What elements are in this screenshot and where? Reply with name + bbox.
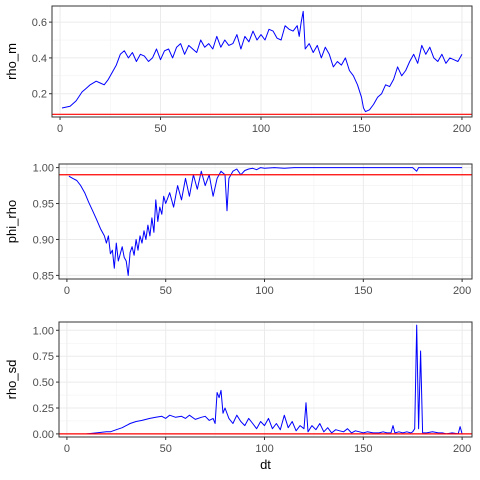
y-tick-label: 0.90: [33, 234, 54, 246]
y-tick-label: 0.25: [33, 403, 54, 415]
y-tick-label: 0.75: [33, 351, 54, 363]
x-tick-label: 100: [252, 123, 270, 135]
x-tick-label: 50: [160, 443, 172, 455]
x-tick-label: 0: [57, 123, 63, 135]
x-tick-label: 50: [160, 285, 172, 297]
x-tick-label: 50: [154, 123, 166, 135]
panel-phi_rho: 0.85 0.90 0.95 1.00 0 50 100 150 200 phi_rho: [4, 163, 473, 297]
y-axis-title: rho_m: [4, 43, 19, 80]
x-tick-label: 0: [64, 443, 70, 455]
y-tick-label: 0.95: [33, 199, 54, 211]
y-axis-title: rho_sd: [4, 360, 19, 400]
series-line: [61, 10, 463, 113]
x-tick-label: 150: [354, 443, 372, 455]
x-tick-label: 200: [453, 123, 471, 135]
x-tick-label: 150: [354, 285, 372, 297]
y-tick-label: 0.6: [32, 17, 47, 29]
panel-background: [52, 6, 472, 117]
y-tick-label: 0.85: [33, 270, 54, 282]
y-tick-label: 1.00: [33, 163, 54, 175]
y-axis-title: phi_rho: [4, 200, 19, 243]
panel-border: [58, 321, 473, 438]
x-tick-label: 100: [255, 285, 273, 297]
series-line: [68, 167, 463, 276]
series-line: [86, 324, 463, 435]
panel-rho_m: 0.2 0.4 0.6 0 50 100 150 200 rho_m: [4, 5, 473, 135]
x-tick-label: 200: [453, 443, 471, 455]
y-tick-label: 0.00: [33, 429, 54, 441]
x-tick-label: 200: [453, 285, 471, 297]
panel-background: [59, 322, 472, 437]
y-tick-label: 0.50: [33, 377, 54, 389]
x-tick-label: 0: [64, 285, 70, 297]
x-tick-label: 150: [352, 123, 370, 135]
x-tick-label: 100: [255, 443, 273, 455]
y-tick-label: 1.00: [33, 325, 54, 337]
panel-border: [51, 5, 473, 118]
panel-border: [58, 163, 473, 280]
y-tick-label: 0.4: [32, 53, 47, 65]
x-axis-title: dt: [260, 457, 271, 472]
y-tick-label: 0.2: [32, 89, 47, 101]
